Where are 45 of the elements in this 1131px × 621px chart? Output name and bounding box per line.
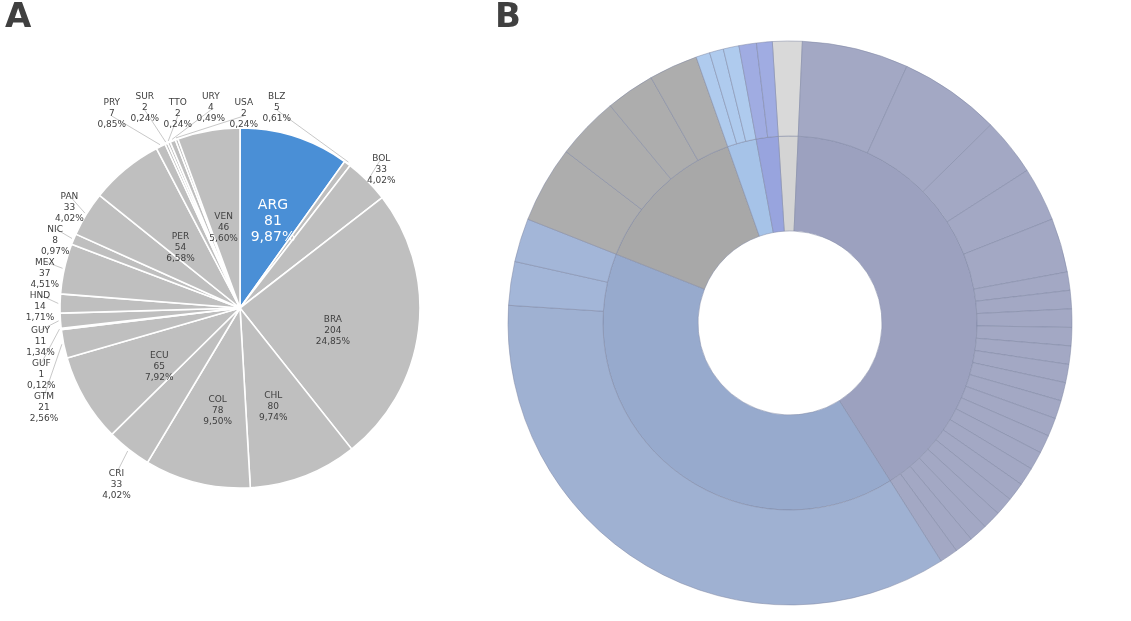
slice-label: URY (201, 91, 221, 101)
data-label: 80 9,74% (258, 401, 289, 423)
slice-label: COL (208, 393, 227, 404)
chart-title: B (495, 0, 521, 35)
data-label: 2 0,24% (130, 102, 160, 123)
data-label: 33 4,02% (55, 201, 85, 223)
slice-label: ECU (149, 350, 169, 361)
slice-label: VEN (214, 210, 233, 221)
data-label: 204 24,85% (315, 325, 351, 347)
slice-label: BLZ (268, 91, 286, 101)
data-label: 33 4,02% (366, 164, 397, 186)
data-label: 33 4,02% (102, 479, 132, 501)
slice-label: BRA (323, 314, 343, 325)
data-label: 2 0,24% (229, 108, 259, 129)
data-label: 2 0,24% (163, 108, 193, 129)
slice-label: ARG (257, 196, 289, 213)
data-label: 37 4,51% (30, 267, 60, 289)
slice-label: TTO (167, 97, 187, 107)
data-label: 4 0,49% (196, 102, 226, 123)
slice-label: GTM (34, 391, 54, 402)
slice-label: MEX (35, 256, 55, 267)
data-label: 5 0,61% (262, 102, 292, 123)
data-label: 46 5,60% (209, 221, 239, 243)
slice-label: GUY (30, 325, 51, 336)
slice-label: CHL (264, 390, 283, 401)
slice-label: CRI (108, 468, 125, 479)
slice-label: GUF (31, 358, 51, 369)
data-label: 14 1,71% (25, 301, 55, 323)
slice-label: BOL (372, 153, 391, 164)
slice-label: USA (234, 97, 254, 107)
data-label: 8 0,97% (40, 234, 70, 256)
slice-label: PER (171, 230, 190, 241)
slice-label: HND (29, 290, 51, 301)
data-label: 21 2,56% (29, 402, 59, 424)
data-label: 11 1,34% (26, 336, 56, 358)
data-label: 78 9,50% (203, 404, 233, 426)
data-label: 65 7,92% (144, 361, 174, 383)
slice-label: PAN (60, 190, 79, 201)
data-label: 1 0,12% (27, 369, 57, 391)
slice-label: SUR (135, 91, 155, 101)
slice-label: PRY (103, 97, 121, 107)
slice-label: NIC (47, 223, 64, 234)
data-label: 54 6,58% (166, 241, 196, 263)
chart-title: A (5, 0, 32, 35)
data-label: 7 0,85% (97, 108, 127, 129)
